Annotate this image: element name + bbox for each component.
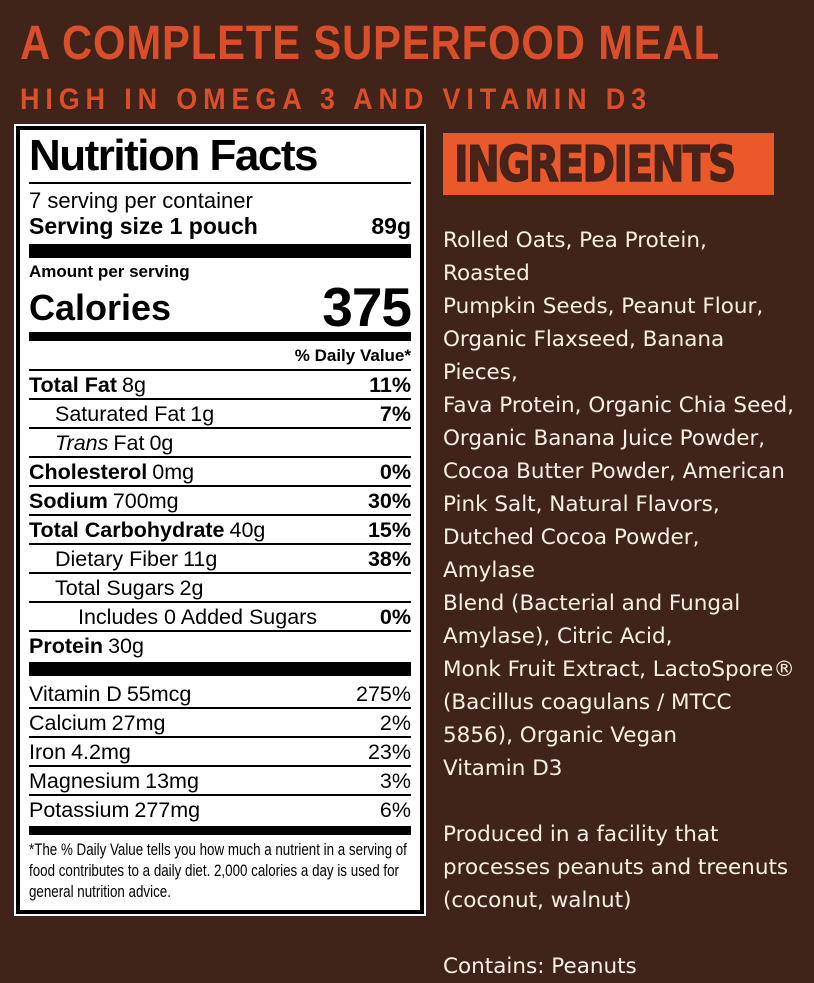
daily-value-header: % Daily Value* xyxy=(29,341,411,371)
headline-secondary: HIGH IN OMEGA 3 AND VITAMIN D3 xyxy=(20,83,653,116)
divider-medium-bar xyxy=(29,825,411,835)
divider-thick-bar xyxy=(29,661,411,676)
servings-per-container: 7 serving per container xyxy=(29,187,253,213)
micronutrient-row-iron: Iron 4.2mg 23% xyxy=(29,738,411,767)
nutrient-row-cholesterol: Cholesterol 0mg 0% xyxy=(29,458,411,487)
ingredients-banner: INGREDIENTS xyxy=(443,133,774,195)
calories-row: Calories 375 xyxy=(29,275,412,338)
serving-size-label: Serving size 1 pouch xyxy=(29,212,258,239)
micronutrient-row-vitamin-d: Vitamin D 55mcg 275% xyxy=(29,680,411,709)
calories-label: Calories xyxy=(29,286,172,328)
nutrient-row-total-carbohydrate: Total Carbohydrate 40g 15% xyxy=(29,516,411,545)
nutrient-row-added-sugars: Includes 0 Added Sugars 0% xyxy=(29,603,411,632)
nutrient-row-trans-fat: Trans Fat 0g xyxy=(29,429,411,458)
ingredients-heading: INGREDIENTS xyxy=(453,135,736,193)
nutrient-row-protein: Protein 30g xyxy=(29,633,144,658)
nutrient-row-dietary-fiber: Dietary Fiber 11g 38% xyxy=(29,545,411,574)
serving-size-value: 89g xyxy=(371,212,411,239)
nutrition-facts-panel: Nutrition Facts 7 serving per container … xyxy=(16,126,424,914)
footnote-container: *The % Daily Value tells you how much a … xyxy=(29,840,411,903)
ingredients-list: Rolled Oats, Pea Protein, Roasted Pumpki… xyxy=(443,228,795,781)
micronutrient-row-calcium: Calcium 27mg 2% xyxy=(29,709,411,738)
nutrient-row-total-fat: Total Fat 8g 11% xyxy=(29,371,411,400)
content-columns: Nutrition Facts 7 serving per container … xyxy=(0,126,814,983)
ingredients-section: INGREDIENTS Rolled Oats, Pea Protein, Ro… xyxy=(443,133,798,983)
micronutrient-row-magnesium: Magnesium 13mg 3% xyxy=(29,767,411,796)
divider-thick-bar xyxy=(29,243,411,258)
nutrient-row-saturated-fat: Saturated Fat 1g 7% xyxy=(29,400,411,429)
calories-value: 375 xyxy=(322,275,412,338)
micronutrient-row-potassium: Potassium 277mg 6% xyxy=(29,797,411,822)
amount-per-serving-label: Amount per serving xyxy=(29,261,190,281)
serving-size-row: Serving size 1 pouch 89g xyxy=(29,213,411,239)
nutrient-row-sodium: Sodium 700mg 30% xyxy=(29,487,411,516)
daily-value-footnote: *The % Daily Value tells you how much a … xyxy=(29,840,407,901)
facility-note: Produced in a facility that processes pe… xyxy=(443,822,789,913)
nutrient-row-total-sugars: Total Sugars 2g xyxy=(29,574,411,603)
nutrition-facts-title: Nutrition Facts xyxy=(29,133,411,184)
divider-medium-bar xyxy=(29,331,411,341)
contains-note: Contains: Peanuts xyxy=(443,954,637,979)
header: A COMPLETE SUPERFOOD MEAL HIGH IN OMEGA … xyxy=(0,0,814,115)
headline-primary: A COMPLETE SUPERFOOD MEAL xyxy=(20,17,720,70)
